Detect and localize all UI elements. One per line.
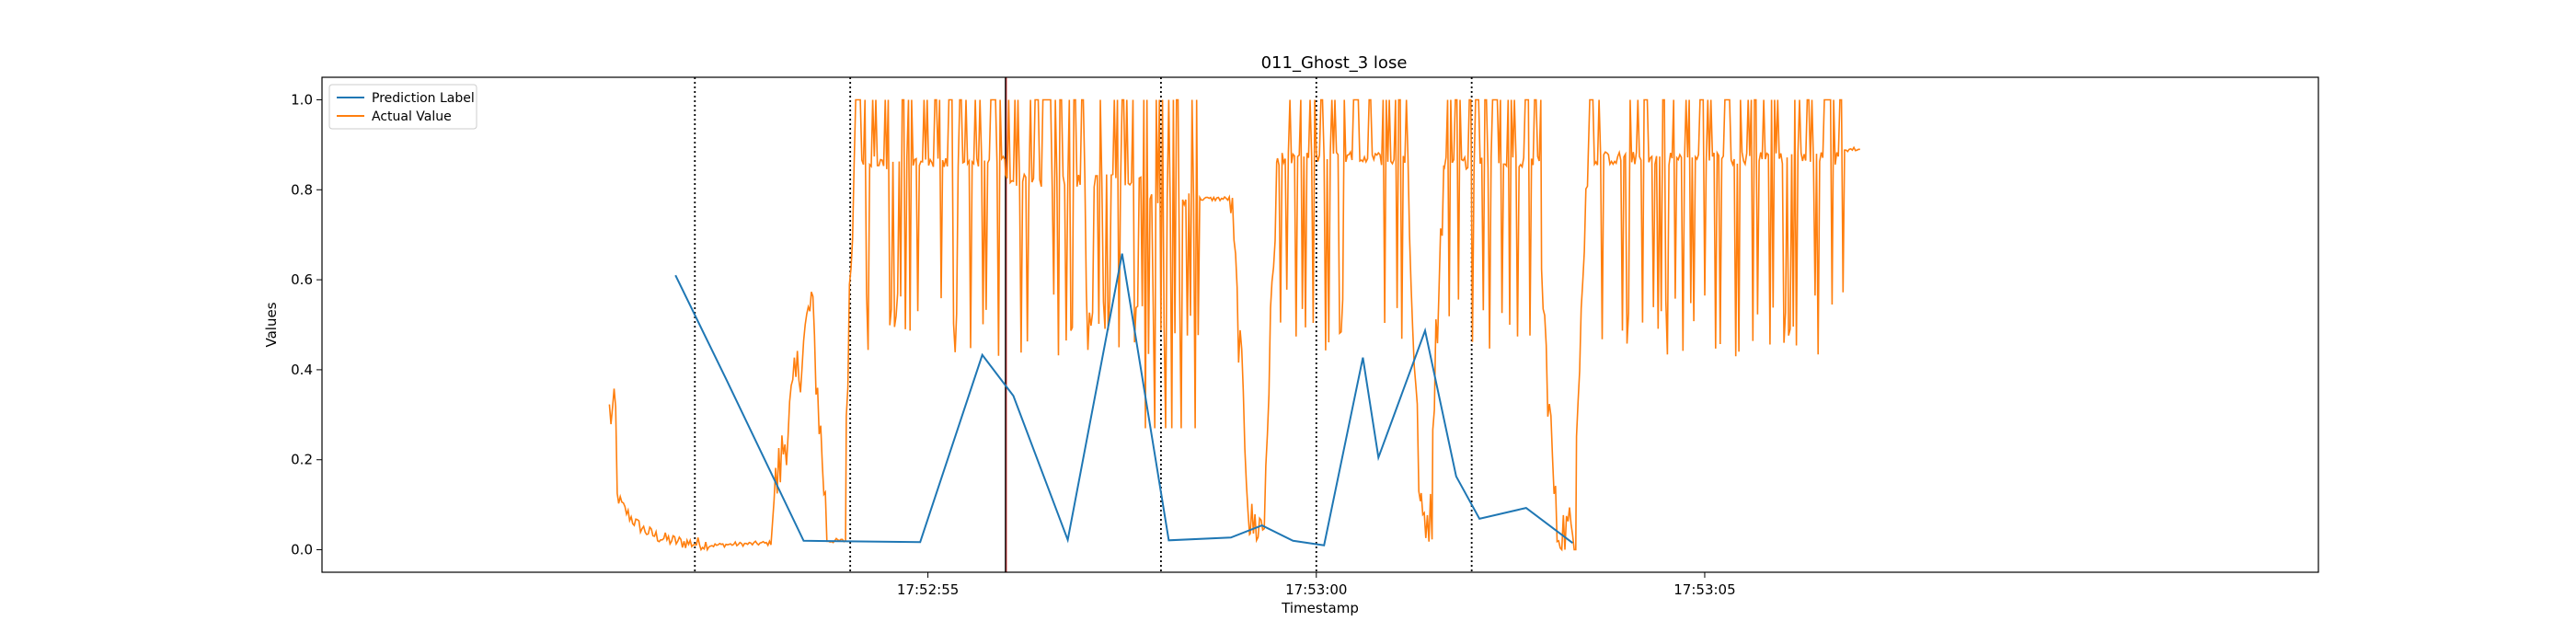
x-axis: 17:52:55 17:53:00 17:53:05 bbox=[897, 572, 1736, 598]
x-tick-label: 17:53:00 bbox=[1285, 581, 1347, 598]
axes-frame bbox=[321, 76, 2319, 573]
y-tick-label: 0.6 bbox=[291, 271, 313, 288]
y-axis-label: Values bbox=[263, 302, 280, 347]
y-tick-label: 1.0 bbox=[291, 91, 313, 108]
chart-title: 011_Ghost_3 lose bbox=[1261, 53, 1408, 73]
y-tick-label: 0.0 bbox=[291, 542, 313, 558]
y-tick-label: 0.8 bbox=[291, 181, 313, 198]
series-prediction-label-line bbox=[674, 253, 1574, 546]
vertical-markers bbox=[694, 77, 1473, 572]
series-layer bbox=[608, 98, 1860, 552]
x-axis-label: Timestamp bbox=[1281, 600, 1359, 616]
y-tick-label: 0.4 bbox=[291, 362, 313, 378]
legend-label-prediction: Prediction Label bbox=[372, 91, 475, 106]
legend-box bbox=[328, 84, 477, 130]
y-axis: 0.0 0.2 0.4 0.6 0.8 1.0 bbox=[291, 91, 322, 558]
y-tick-label: 0.2 bbox=[291, 452, 313, 468]
x-tick-label: 17:53:05 bbox=[1673, 581, 1735, 598]
x-tick-label: 17:52:55 bbox=[897, 581, 959, 598]
legend: Prediction Label Actual Value bbox=[328, 84, 477, 130]
series-actual-value-line bbox=[608, 98, 1860, 552]
legend-label-actual: Actual Value bbox=[372, 109, 452, 124]
